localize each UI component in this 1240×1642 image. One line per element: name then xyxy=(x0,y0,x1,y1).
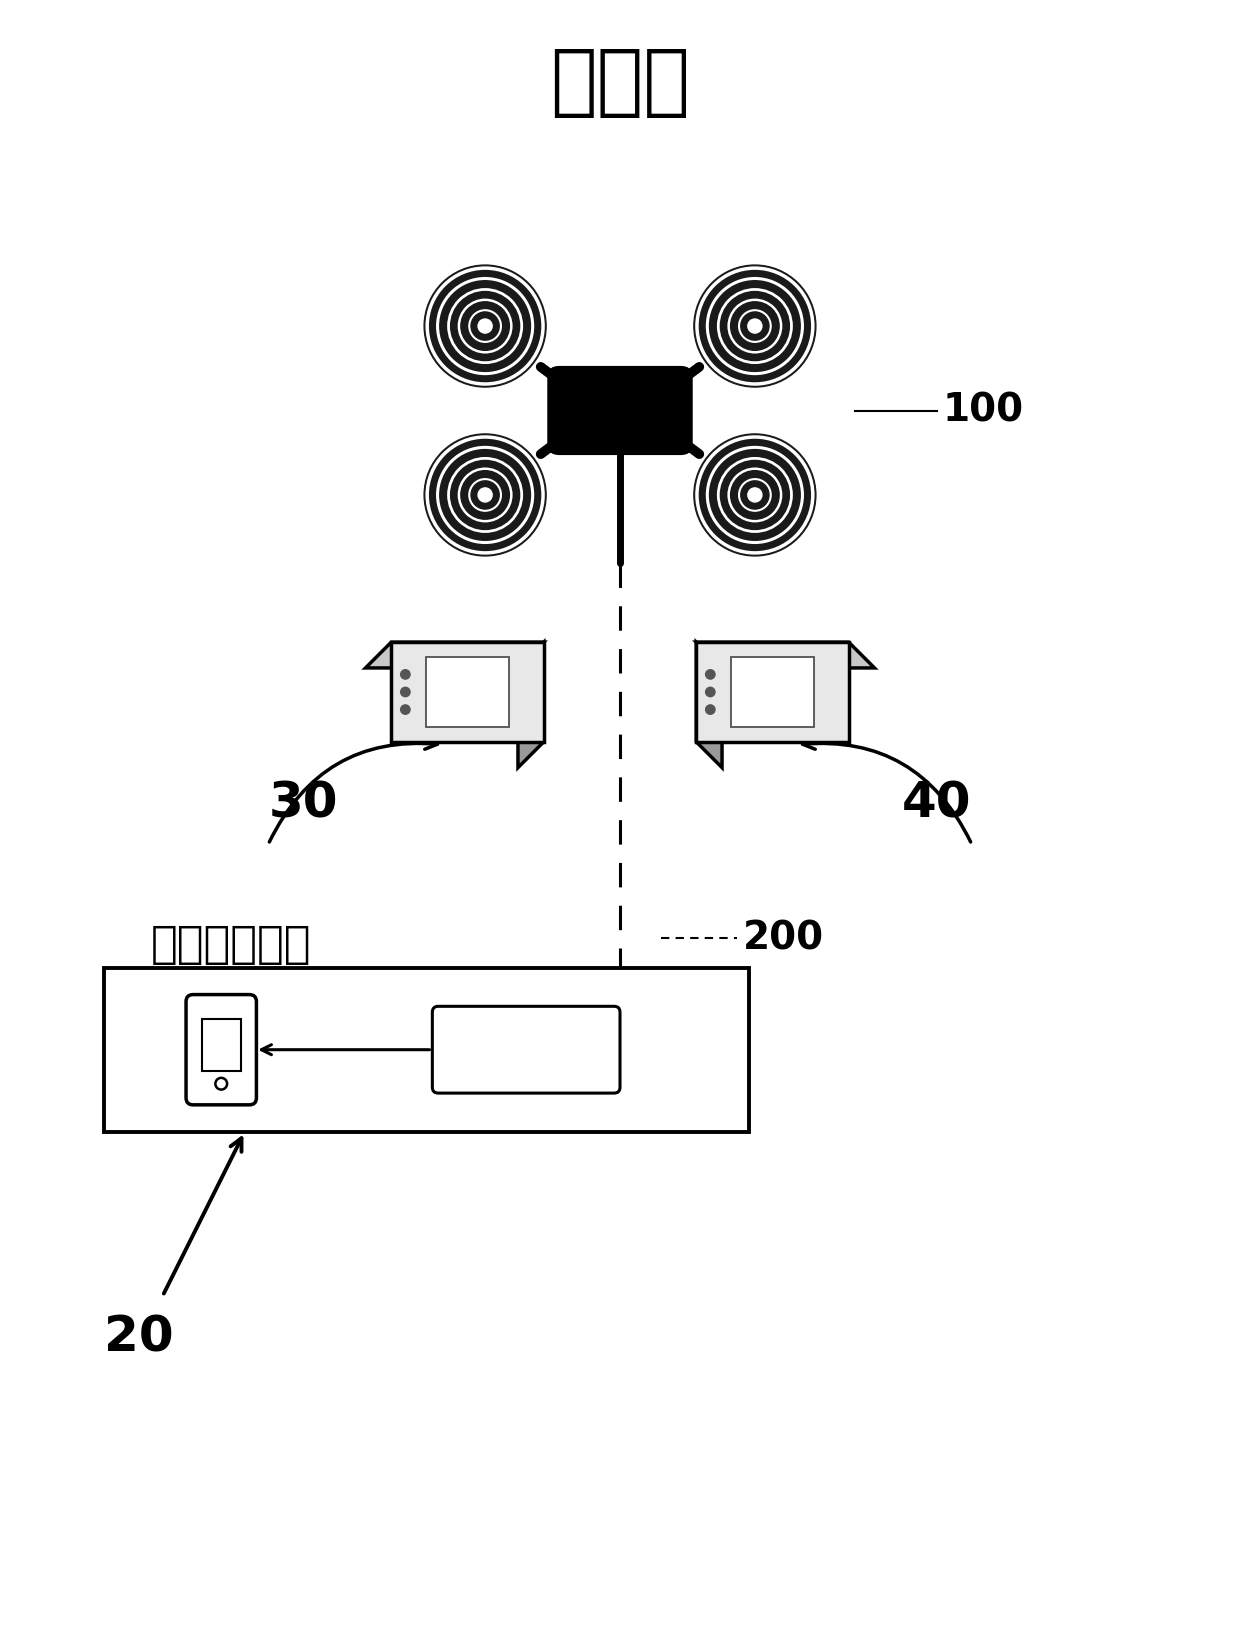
Circle shape xyxy=(748,488,761,502)
Text: 30: 30 xyxy=(269,780,339,828)
Circle shape xyxy=(694,433,816,557)
Polygon shape xyxy=(696,642,874,668)
Text: 40: 40 xyxy=(901,780,971,828)
FancyBboxPatch shape xyxy=(104,967,749,1131)
Text: app: app xyxy=(492,1033,560,1067)
Polygon shape xyxy=(425,657,510,727)
Circle shape xyxy=(694,264,816,388)
Circle shape xyxy=(401,704,410,714)
FancyBboxPatch shape xyxy=(186,995,257,1105)
Circle shape xyxy=(424,433,546,557)
FancyBboxPatch shape xyxy=(433,1007,620,1094)
Polygon shape xyxy=(730,657,815,727)
Text: 无人机: 无人机 xyxy=(551,44,689,120)
Circle shape xyxy=(706,670,715,680)
Polygon shape xyxy=(696,642,722,768)
Polygon shape xyxy=(696,642,848,742)
Text: 远程控制终端: 远程控制终端 xyxy=(151,923,311,965)
Polygon shape xyxy=(392,642,544,742)
Circle shape xyxy=(748,319,761,333)
FancyBboxPatch shape xyxy=(202,1018,241,1072)
Polygon shape xyxy=(366,642,544,668)
FancyBboxPatch shape xyxy=(547,366,693,455)
Circle shape xyxy=(424,264,546,388)
Circle shape xyxy=(479,319,492,333)
Circle shape xyxy=(706,704,715,714)
Text: 100: 100 xyxy=(942,391,1024,430)
Circle shape xyxy=(479,488,492,502)
Text: 20: 20 xyxy=(104,1314,174,1361)
Circle shape xyxy=(706,688,715,696)
Text: 200: 200 xyxy=(743,920,825,957)
Circle shape xyxy=(401,688,410,696)
Polygon shape xyxy=(518,642,544,768)
Circle shape xyxy=(401,670,410,680)
